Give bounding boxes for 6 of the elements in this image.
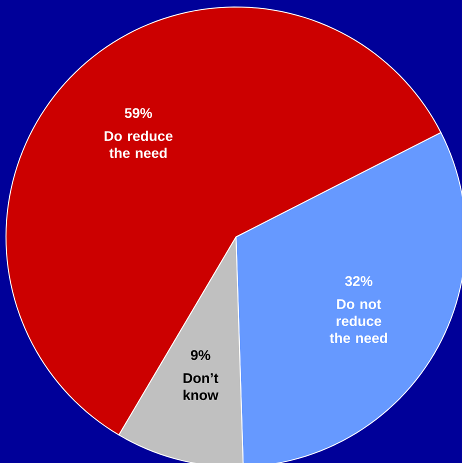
data-label: 9% (190, 350, 210, 360)
data-label: 32% (345, 276, 372, 286)
slice-label: Do reduce the need (104, 130, 173, 158)
slice-label: Do not reduce the need (330, 299, 387, 344)
data-label: 59% (124, 108, 152, 118)
slice-label: Don’t know (184, 373, 218, 400)
